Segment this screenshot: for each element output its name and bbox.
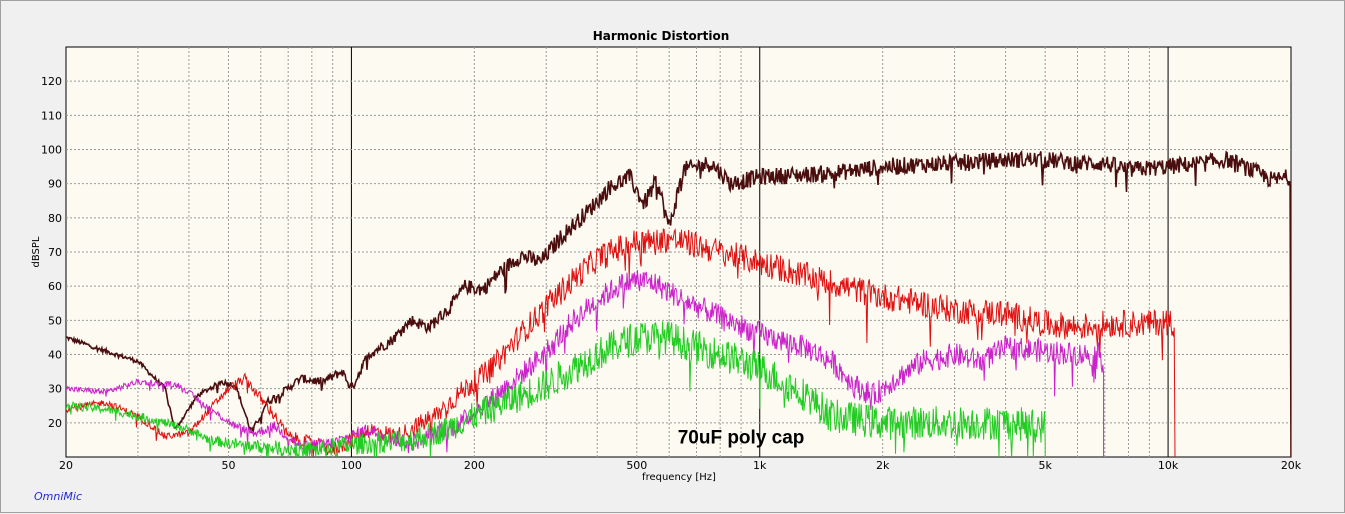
- series-line-2: [66, 228, 1176, 457]
- x-tick-label: 2k: [876, 459, 890, 472]
- x-tick-label: 5k: [1038, 459, 1052, 472]
- y-tick-label: 70: [48, 246, 62, 259]
- y-tick-label: 120: [41, 75, 62, 88]
- y-tick-label: 40: [48, 349, 62, 362]
- x-tick-label: 500: [626, 459, 647, 472]
- y-tick-label: 50: [48, 314, 62, 327]
- x-tick-label: 20k: [1281, 459, 1302, 472]
- omnimic-brand-label: OmniMic: [34, 490, 82, 503]
- series-line-3: [66, 270, 1105, 457]
- x-tick-label: 200: [464, 459, 485, 472]
- series-line-4: [66, 321, 1046, 457]
- y-tick-label: 90: [48, 178, 62, 191]
- y-tick-label: 100: [41, 144, 62, 157]
- y-axis-label: dBSPL: [31, 236, 42, 267]
- x-axis-label: frequency [Hz]: [642, 472, 716, 483]
- y-tick-label: 20: [48, 417, 62, 430]
- annotations: 70uF poly cap: [678, 427, 805, 448]
- y-tick-label: 110: [41, 109, 62, 122]
- annotation-label: 70uF poly cap: [678, 427, 805, 448]
- y-tick-label: 80: [48, 212, 62, 225]
- x-tick-label: 100: [341, 459, 362, 472]
- y-tick-label: 60: [48, 280, 62, 293]
- series-line-1: [66, 149, 1291, 457]
- x-tick-label: 20: [59, 459, 73, 472]
- y-tick-labels: 20 30 40 50 60 70 80 90 100 110 120: [41, 75, 62, 430]
- x-tick-labels: 20 50 100 200 500 1k 2k 5k 10k 20k: [59, 459, 1302, 472]
- x-tick-label: 1k: [753, 459, 767, 472]
- x-tick-label: 50: [221, 459, 235, 472]
- series-layer: [66, 149, 1291, 457]
- x-tick-label: 10k: [1158, 459, 1179, 472]
- y-tick-label: 30: [48, 383, 62, 396]
- chart-title: Harmonic Distortion: [593, 29, 730, 43]
